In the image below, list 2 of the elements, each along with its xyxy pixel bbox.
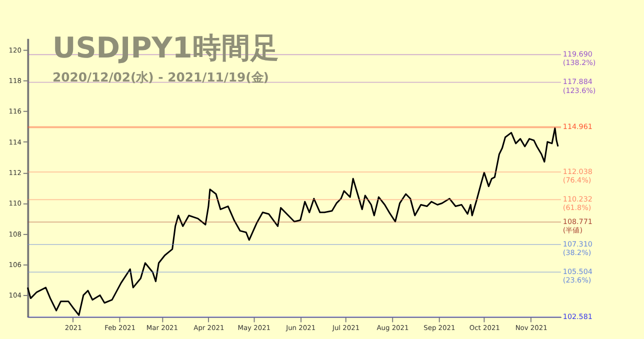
line-series (26, 127, 559, 316)
text: 2020/12/02(水) - 2021/11/19(金) (52, 69, 269, 84)
